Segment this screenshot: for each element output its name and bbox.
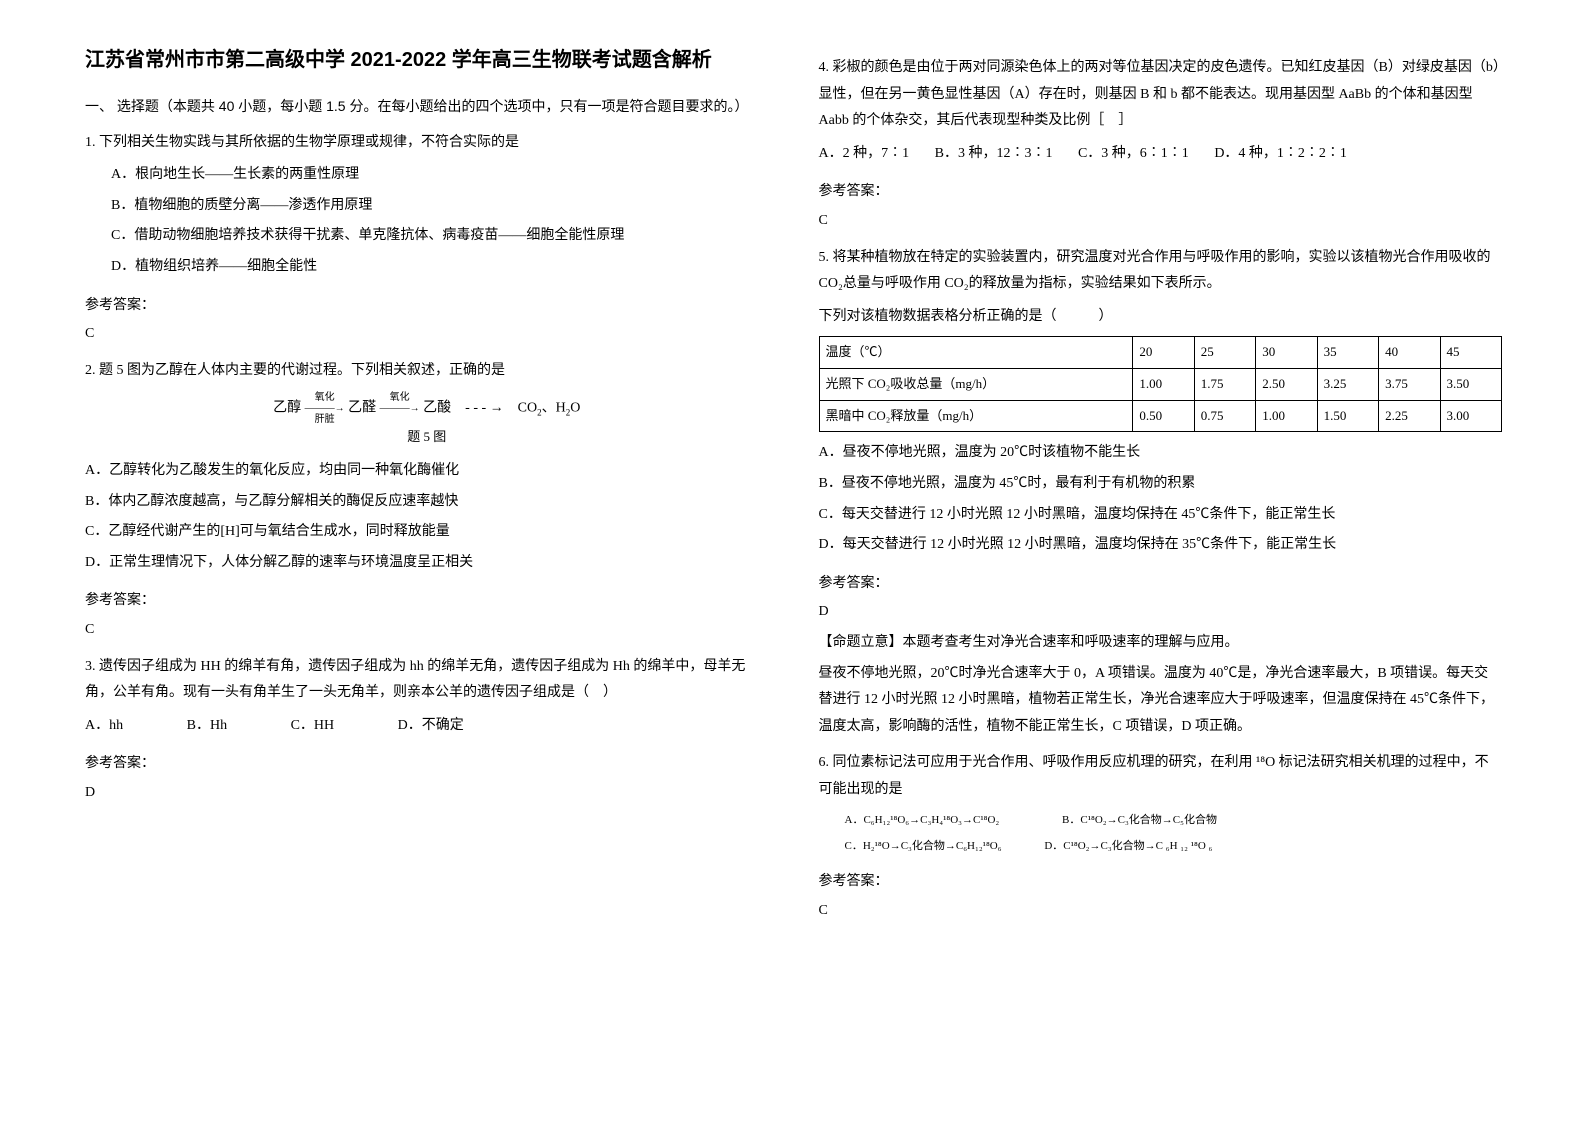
q2-opt-d: D．正常生理情况下，人体分解乙醇的速率与环境温度呈正相关 bbox=[85, 550, 769, 577]
q3-opt-b: B．Hh bbox=[187, 713, 227, 740]
tbl-r2c5: 2.25 bbox=[1379, 400, 1440, 432]
q4-opt-c: C．3 种，6∶1∶1 bbox=[1078, 141, 1189, 168]
q6-opt-b: B．C¹⁸O₂→C₃化合物→C₅化合物 bbox=[1062, 810, 1217, 831]
q6-opt-c: C．H₂¹⁸O→C₃化合物→C₆H₁₂¹⁸O₆ bbox=[845, 836, 1002, 857]
q3-options: A．hh B．Hh C．HH D．不确定 bbox=[85, 713, 769, 740]
q1-stem: 1. 下列相关生物实践与其所依据的生物学原理或规律，不符合实际的是 bbox=[85, 130, 769, 157]
q6-options-row2: C．H₂¹⁸O→C₃化合物→C₆H₁₂¹⁸O₆ D．C¹⁸O₂→C₃化合物→C … bbox=[819, 836, 1503, 857]
q5-opt-d: D．每天交替进行 12 小时光照 12 小时黑暗，温度均保持在 35℃条件下，能… bbox=[819, 532, 1503, 559]
q1-opt-d: D．植物组织培养——细胞全能性 bbox=[85, 254, 769, 281]
q1-answer: C bbox=[85, 321, 769, 348]
q5-opt-a: A．昼夜不停地光照，温度为 20℃时该植物不能生长 bbox=[819, 440, 1503, 467]
q2-answer: C bbox=[85, 617, 769, 644]
q2-stem: 2. 题 5 图为乙醇在人体内主要的代谢过程。下列相关叙述，正确的是 bbox=[85, 358, 769, 385]
q5-answer: D bbox=[819, 599, 1503, 626]
tbl-h1: 20 bbox=[1133, 337, 1194, 369]
q3-answer: D bbox=[85, 780, 769, 807]
q6-options-row1: A．C₆H₁₂¹⁸O₆→C₃H₄¹⁸O₃→C¹⁸O₂ B．C¹⁸O₂→C₃化合物… bbox=[819, 810, 1503, 831]
tbl-r2c1: 0.50 bbox=[1133, 400, 1194, 432]
q4-opt-d: D．4 种，1∶2∶2∶1 bbox=[1214, 141, 1347, 168]
arrow-2: 氧化 ———→ bbox=[380, 392, 420, 425]
tbl-r2c3: 1.00 bbox=[1256, 400, 1317, 432]
q5-stem2: 下列对该植物数据表格分析正确的是（ ） bbox=[819, 304, 1503, 331]
q3-stem: 3. 遗传因子组成为 HH 的绵羊有角，遗传因子组成为 hh 的绵羊无角，遗传因… bbox=[85, 654, 769, 707]
q5-opt-c: C．每天交替进行 12 小时光照 12 小时黑暗，温度均保持在 45℃条件下，能… bbox=[819, 502, 1503, 529]
tbl-h4: 35 bbox=[1317, 337, 1378, 369]
tbl-h2: 25 bbox=[1194, 337, 1255, 369]
tbl-r2c6: 3.00 bbox=[1440, 400, 1502, 432]
q5-table: 温度（℃） 20 25 30 35 40 45 光照下 CO₂吸收总量（mg/h… bbox=[819, 336, 1503, 432]
q4-options-row1: A．2 种，7∶1 B．3 种，12∶3∶1 C．3 种，6∶1∶1 D．4 种… bbox=[819, 141, 1503, 168]
tbl-r1c5: 3.75 bbox=[1379, 369, 1440, 401]
q5-opt-b: B．昼夜不停地光照，温度为 45℃时，最有利于有机物的积累 bbox=[819, 471, 1503, 498]
q3-opt-a: A．hh bbox=[85, 713, 123, 740]
q6-opt-a: A．C₆H₁₂¹⁸O₆→C₃H₄¹⁸O₃→C¹⁸O₂ bbox=[845, 810, 1000, 831]
q5-explain-title: 【命题立意】本题考查考生对净光合速率和呼吸速率的理解与应用。 bbox=[819, 630, 1503, 657]
tbl-r1c3: 2.50 bbox=[1256, 369, 1317, 401]
q2-opt-c: C．乙醇经代谢产生的[H]可与氧结合生成水，同时释放能量 bbox=[85, 519, 769, 546]
q4-answer: C bbox=[819, 208, 1503, 235]
q1-opt-b: B．植物细胞的质壁分离——渗透作用原理 bbox=[85, 193, 769, 220]
tbl-h5: 40 bbox=[1379, 337, 1440, 369]
q4-stem: 4. 彩椒的颜色是由位于两对同源染色体上的两对等位基因决定的皮色遗传。已知红皮基… bbox=[819, 55, 1503, 135]
q5-stem1: 5. 将某种植物放在特定的实验装置内，研究温度对光合作用与呼吸作用的影响，实验以… bbox=[819, 245, 1503, 298]
tbl-r1c0: 光照下 CO₂吸收总量（mg/h） bbox=[819, 369, 1133, 401]
left-column: 江苏省常州市市第二高级中学 2021-2022 学年高三生物联考试题含解析 一、… bbox=[60, 45, 794, 1077]
q6-answer: C bbox=[819, 898, 1503, 925]
table-row: 黑暗中 CO₂释放量（mg/h） 0.50 0.75 1.00 1.50 2.2… bbox=[819, 400, 1502, 432]
q2-figure-formula: 乙醇 氧化 ———→ 肝脏 乙醛 氧化 ———→ 乙酸 - - - → CO2、… bbox=[85, 392, 769, 425]
q2-opt-b: B．体内乙醇浓度越高，与乙醇分解相关的酶促反应速率越快 bbox=[85, 489, 769, 516]
q2-figure: 乙醇 氧化 ———→ 肝脏 乙醛 氧化 ———→ 乙酸 - - - → CO2、… bbox=[85, 392, 769, 450]
q6-stem: 6. 同位素标记法可应用于光合作用、呼吸作用反应机理的研究，在利用 ¹⁸O 标记… bbox=[819, 750, 1503, 803]
arrow-2-top: 氧化 bbox=[380, 392, 420, 403]
q4-opt-a: A．2 种，7∶1 bbox=[819, 141, 910, 168]
arrow-1-top: 氧化 bbox=[305, 392, 345, 403]
q5-answer-label: 参考答案： bbox=[819, 569, 1503, 596]
q2-answer-label: 参考答案： bbox=[85, 586, 769, 613]
q4-opt-b: B．3 种，12∶3∶1 bbox=[935, 141, 1053, 168]
right-column: 4. 彩椒的颜色是由位于两对同源染色体上的两对等位基因决定的皮色遗传。已知红皮基… bbox=[794, 45, 1528, 1077]
arrow-1-bot: 肝脏 bbox=[305, 414, 345, 425]
q1-opt-c: C．借助动物细胞培养技术获得干扰素、单克隆抗体、病毒疫苗——细胞全能性原理 bbox=[85, 223, 769, 250]
q2-opt-a: A．乙醇转化为乙酸发生的氧化反应，均由同一种氧化酶催化 bbox=[85, 458, 769, 485]
tbl-r1c1: 1.00 bbox=[1133, 369, 1194, 401]
q1-answer-label: 参考答案： bbox=[85, 291, 769, 318]
tbl-r1c4: 3.25 bbox=[1317, 369, 1378, 401]
tbl-r2c4: 1.50 bbox=[1317, 400, 1378, 432]
q4-answer-label: 参考答案： bbox=[819, 177, 1503, 204]
q1-opt-a: A．根向地生长——生长素的两重性原理 bbox=[85, 162, 769, 189]
q2-figure-caption: 题 5 图 bbox=[85, 425, 769, 450]
tbl-r1c2: 1.75 bbox=[1194, 369, 1255, 401]
q3-opt-d: D．不确定 bbox=[398, 713, 464, 740]
q6-answer-label: 参考答案： bbox=[819, 867, 1503, 894]
q6-opt-d: D．C¹⁸O₂→C₃化合物→C ₆H ₁₂ ¹⁸O ₆ bbox=[1044, 836, 1212, 857]
q3-opt-c: C．HH bbox=[291, 713, 335, 740]
tbl-r1c6: 3.50 bbox=[1440, 369, 1502, 401]
arrow-1: 氧化 ———→ 肝脏 bbox=[305, 392, 345, 425]
tbl-h6: 45 bbox=[1440, 337, 1502, 369]
table-row: 光照下 CO₂吸收总量（mg/h） 1.00 1.75 2.50 3.25 3.… bbox=[819, 369, 1502, 401]
q5-explain: 昼夜不停地光照，20℃时净光合速率大于 0，A 项错误。温度为 40℃是，净光合… bbox=[819, 661, 1503, 741]
table-row: 温度（℃） 20 25 30 35 40 45 bbox=[819, 337, 1502, 369]
tbl-h3: 30 bbox=[1256, 337, 1317, 369]
section-1-heading: 一、 选择题（本题共 40 小题，每小题 1.5 分。在每小题给出的四个选项中，… bbox=[85, 93, 769, 120]
exam-title: 江苏省常州市市第二高级中学 2021-2022 学年高三生物联考试题含解析 bbox=[85, 45, 769, 75]
q3-answer-label: 参考答案： bbox=[85, 749, 769, 776]
tbl-h0: 温度（℃） bbox=[819, 337, 1133, 369]
tbl-r2c2: 0.75 bbox=[1194, 400, 1255, 432]
tbl-r2c0: 黑暗中 CO₂释放量（mg/h） bbox=[819, 400, 1133, 432]
